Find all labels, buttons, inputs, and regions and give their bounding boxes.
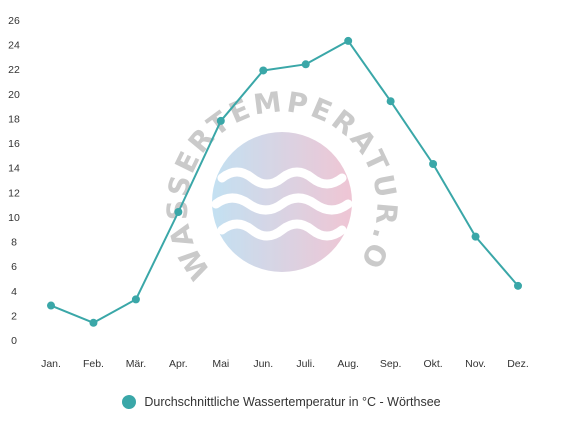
data-point[interactable] — [514, 281, 522, 290]
x-tick-label: Dez. — [507, 358, 529, 370]
legend[interactable]: Durchschnittliche Wassertemperatur in °C… — [0, 395, 563, 409]
y-tick-label: 20 — [8, 89, 20, 101]
x-tick-label: Jan. — [41, 358, 61, 370]
y-tick-label: 2 — [11, 310, 17, 322]
y-tick-label: 18 — [8, 113, 20, 125]
legend-marker-icon — [122, 395, 137, 409]
y-tick-label: 22 — [8, 64, 20, 76]
data-point[interactable] — [471, 232, 480, 241]
x-tick-label: Okt. — [423, 358, 442, 370]
x-tick-label: Aug. — [337, 358, 359, 370]
x-tick-label: Mär. — [126, 358, 146, 370]
data-point[interactable] — [174, 208, 183, 216]
data-point[interactable] — [47, 301, 55, 310]
y-tick-label: 24 — [8, 40, 20, 52]
y-tick-label: 12 — [8, 187, 20, 199]
data-point[interactable] — [89, 318, 98, 327]
y-tick-label: 8 — [11, 237, 17, 249]
x-tick-label: Mai — [212, 358, 229, 370]
data-point[interactable] — [301, 60, 310, 69]
y-tick-label: 16 — [8, 138, 20, 150]
y-tick-label: 4 — [11, 286, 17, 298]
legend-label: Durchschnittliche Wassertemperatur in °C… — [144, 395, 441, 409]
y-tick-label: 6 — [11, 261, 17, 273]
x-tick-label: Feb. — [83, 358, 104, 370]
x-tick-label: Juli. — [296, 358, 315, 370]
data-point[interactable] — [344, 36, 353, 45]
data-point[interactable] — [386, 97, 395, 106]
series-line — [50, 39, 519, 324]
x-tick-label: Nov. — [465, 358, 486, 370]
y-tick-label: 0 — [11, 335, 17, 347]
data-point[interactable] — [259, 66, 268, 75]
x-tick-label: Jun. — [253, 358, 273, 370]
x-axis: Jan. Feb. Mär. Apr. Mai Jun. Juli. Aug. Sep. Okt.… — [41, 358, 529, 370]
series-water-temperature — [47, 36, 522, 327]
y-tick-label: 26 — [8, 15, 20, 27]
data-point[interactable] — [429, 160, 438, 168]
x-tick-label: Apr. — [169, 358, 188, 370]
y-tick-label: 10 — [8, 212, 20, 224]
y-tick-label: 14 — [8, 163, 20, 175]
data-point[interactable] — [216, 116, 225, 125]
data-point[interactable] — [131, 295, 140, 304]
x-tick-label: Sep. — [380, 358, 402, 370]
